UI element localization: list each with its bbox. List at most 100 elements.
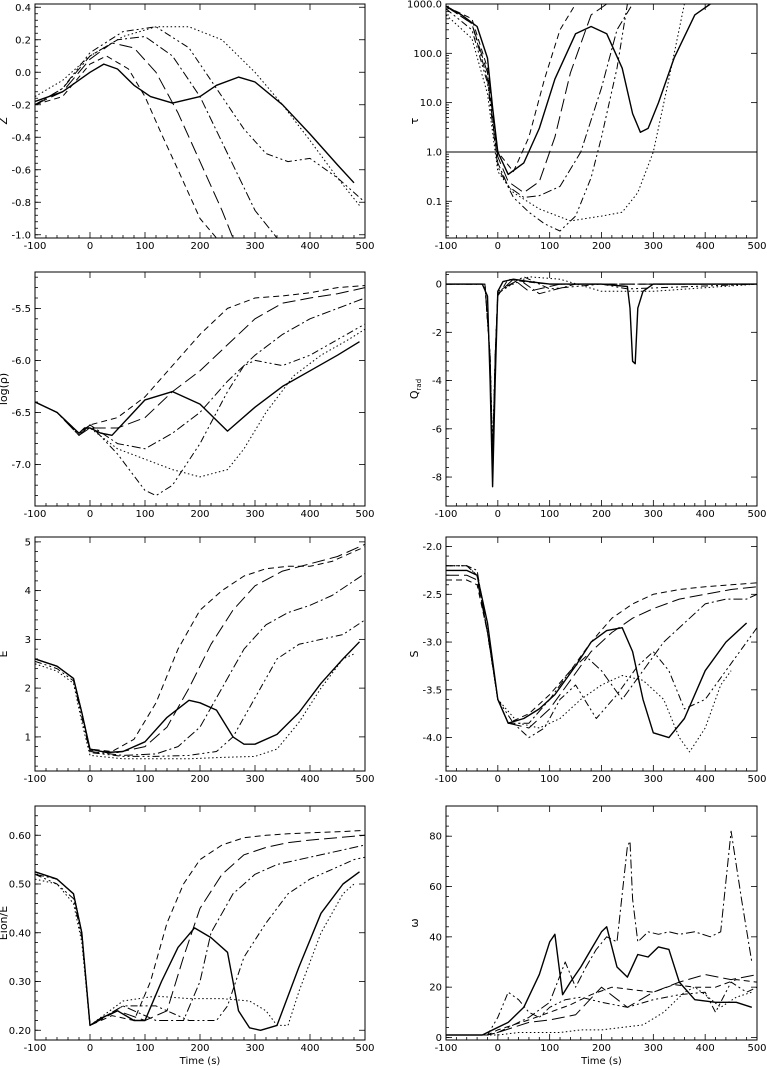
series-line-dash-dot-dot xyxy=(446,565,757,739)
y-tick-label: 2 xyxy=(25,684,31,695)
x-tick-label: 300 xyxy=(245,241,264,252)
series-line-dotted xyxy=(35,26,360,206)
y-tick-label: 10.0 xyxy=(420,98,442,109)
x-tick-label: 400 xyxy=(696,241,715,252)
x-tick-label: 200 xyxy=(190,509,209,520)
x-tick-label: 500 xyxy=(355,509,374,520)
series-line-dash-long xyxy=(35,287,365,436)
y-tick-label: 0 xyxy=(436,1033,442,1044)
x-tick-label: 200 xyxy=(190,241,209,252)
series-line-dash-dot-dot xyxy=(35,856,365,1026)
y-tick-label: 0.60 xyxy=(9,831,31,842)
x-tick-label: 100 xyxy=(540,241,559,252)
x-tick-label: 0 xyxy=(87,1043,93,1054)
series-line-solid xyxy=(446,4,711,176)
series-line-solid xyxy=(446,926,753,1036)
x-tick-label: 300 xyxy=(644,509,663,520)
y-tick-label: -0.6 xyxy=(11,165,31,176)
series-line-dash-dot-dot xyxy=(35,323,365,497)
x-tick-label: 200 xyxy=(190,774,209,785)
panel-eion: -100 0 100 200 300 400 500 0.20 0.30 0.40 0.50 0.60… xyxy=(0,805,375,1067)
y-tick-label: 0.0 xyxy=(15,68,31,79)
x-tick-label: 300 xyxy=(644,774,663,785)
y-tick-label: -6.0 xyxy=(11,356,31,367)
series-line-dash-dot xyxy=(35,297,365,450)
plot-frame xyxy=(34,3,366,239)
y-tick-label: 60 xyxy=(429,882,442,893)
y-axis-label: Eion/E xyxy=(0,906,10,940)
panel-tau: -100 0 100 200 300 400 500 1000.0 100.0 10.0 1.0 0.… xyxy=(407,0,767,252)
y-tick-label: 100.0 xyxy=(413,49,442,60)
y-axis-label: Z xyxy=(0,117,10,125)
y-axis-label: S xyxy=(408,650,421,657)
x-tick-label: 0 xyxy=(495,1043,501,1054)
x-tick-label: 0 xyxy=(495,241,501,252)
x-tick-label: 300 xyxy=(644,1043,663,1054)
y-axis-label: Qrad xyxy=(408,379,423,399)
y-tick-label: -6.5 xyxy=(11,408,31,419)
x-tick-label: 500 xyxy=(747,1043,766,1054)
y-tick-label: 80 xyxy=(429,832,442,843)
y-tick-label: -2.5 xyxy=(422,590,442,601)
series-line-dash-dot xyxy=(35,844,365,1026)
x-tick-label: 500 xyxy=(747,241,766,252)
series-line-dash-long xyxy=(35,42,234,238)
x-tick-label: -100 xyxy=(435,1043,458,1054)
x-tick-label: 100 xyxy=(540,509,559,520)
series-line-solid xyxy=(35,341,360,436)
panel-entropy: -100 0 100 200 300 400 500 -2.0 -2.5 -3.0 -3.5 -4.0… xyxy=(408,536,767,785)
x-tick-label: -100 xyxy=(24,241,47,252)
y-axis-label: E xyxy=(0,650,10,657)
x-tick-label: 0 xyxy=(495,509,501,520)
x-tick-label: 200 xyxy=(592,241,611,252)
series-line-solid xyxy=(35,63,355,184)
y-tick-label: 0.40 xyxy=(9,928,31,939)
x-tick-label: -100 xyxy=(24,774,47,785)
plot-frame xyxy=(445,536,758,772)
y-tick-label: 1.0 xyxy=(426,147,442,158)
series-line-dash-long xyxy=(446,4,607,194)
series-line-dash-short xyxy=(446,579,757,724)
series-line-dotted xyxy=(35,878,355,1026)
x-tick-label: 500 xyxy=(747,774,766,785)
x-tick-label: 400 xyxy=(300,241,319,252)
x-tick-label: 200 xyxy=(592,509,611,520)
y-tick-label: -0.8 xyxy=(11,198,31,209)
series-line-dotted xyxy=(446,276,757,449)
series-line-dotted xyxy=(35,653,355,760)
series-line-dash-short xyxy=(35,55,217,238)
y-tick-label: 0.30 xyxy=(9,977,31,988)
plot-frame xyxy=(34,536,366,772)
series-line-dash-long xyxy=(35,543,365,753)
x-tick-label: -100 xyxy=(24,509,47,520)
series-line-dash-dot-dot xyxy=(35,619,365,757)
series-line-dash-dot xyxy=(35,573,365,756)
x-tick-label: 100 xyxy=(135,241,154,252)
x-tick-label: 100 xyxy=(135,774,154,785)
x-tick-label: 300 xyxy=(245,509,264,520)
y-tick-label: -1.0 xyxy=(11,230,31,241)
series-line-dash-short xyxy=(446,4,577,173)
x-tick-label: 400 xyxy=(300,774,319,785)
panel-qrad: -100 0 100 200 300 400 500 0 -2 -4 -6 -8 Qrad xyxy=(408,271,767,520)
x-axis-label: Time (s) xyxy=(580,1056,622,1067)
panel-energy: -100 0 100 200 300 400 500 1 2 3 4 5 E xyxy=(0,536,375,785)
x-tick-label: 0 xyxy=(87,509,93,520)
y-tick-label: -5.5 xyxy=(11,304,31,315)
series-line-dash-long xyxy=(446,974,757,1036)
plot-frame xyxy=(34,805,366,1041)
x-tick-label: 100 xyxy=(540,774,559,785)
y-tick-label: -2.0 xyxy=(422,542,442,553)
x-tick-label: -100 xyxy=(435,509,458,520)
series-line-dash-dot xyxy=(446,565,757,724)
series-line-dash-dot-dot xyxy=(35,26,365,203)
x-tick-label: 400 xyxy=(300,1043,319,1054)
y-tick-label: 0 xyxy=(436,280,442,291)
y-tick-label: 40 xyxy=(429,932,442,943)
x-tick-label: 100 xyxy=(135,509,154,520)
x-tick-label: 0 xyxy=(87,774,93,785)
x-tick-label: 500 xyxy=(355,241,374,252)
series-line-dash-short xyxy=(35,546,365,752)
